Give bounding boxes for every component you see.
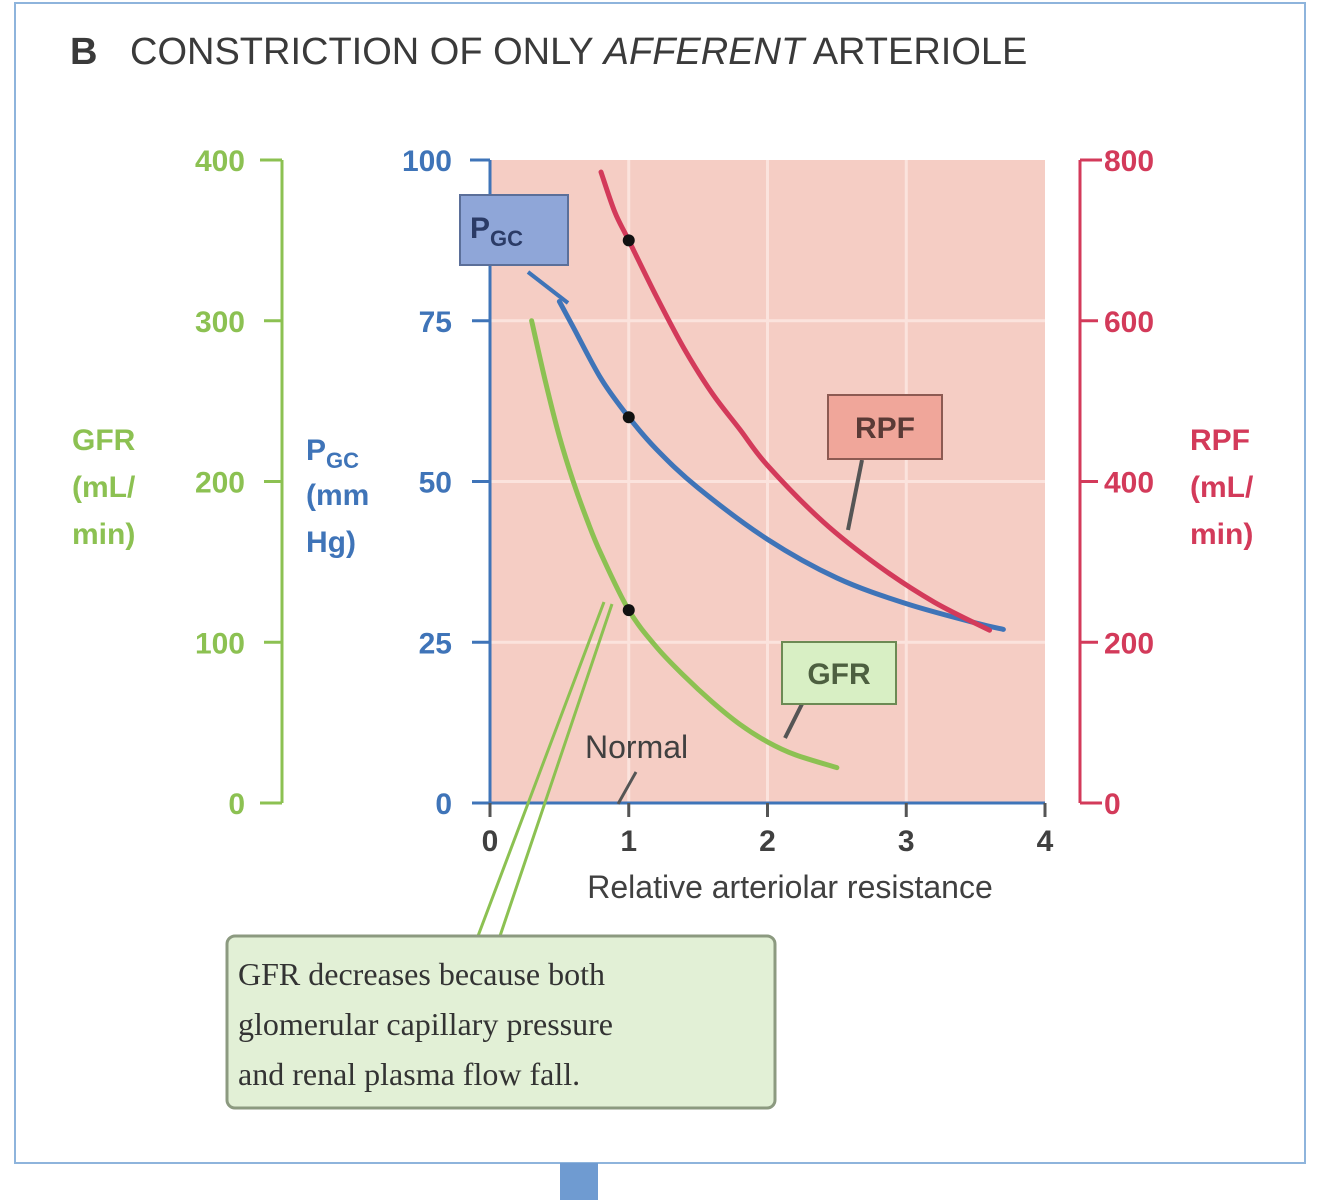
x-tick-label: 4 — [1037, 825, 1054, 858]
gfr-tick-label: 200 — [195, 467, 245, 500]
pgc-series-label-box: PGC — [459, 194, 569, 266]
leader-lines — [476, 270, 864, 937]
rpf-series-label-box: RPF — [827, 394, 943, 460]
callout-box — [225, 934, 777, 1110]
normal-point-rpf — [622, 234, 635, 247]
x-axis: 0 1 2 3 4 — [482, 801, 1054, 858]
rpf-label-box — [827, 394, 943, 460]
gfr-tick-label: 400 — [195, 145, 245, 178]
gfr-tick-label: 100 — [195, 627, 245, 660]
gfr-tick-label: 0 — [228, 788, 245, 821]
chart-title: B CONSTRICTION OF ONLY AFFERENT ARTERIOL… — [70, 31, 1027, 73]
x-tick-label: 0 — [482, 825, 499, 858]
rpf-axis-label: RPF (mL/ min) — [1190, 424, 1262, 551]
x-axis-label: Relative arteriolar resistance — [587, 869, 993, 905]
callout: GFR decreases because both glomerular ca… — [225, 934, 777, 1110]
callout-leader — [476, 601, 614, 937]
pgc-leader — [526, 270, 570, 305]
gfr-axis-label: GFR (mL/ min) — [72, 424, 144, 551]
title-suffix: ARTERIOLE — [813, 31, 1028, 73]
rpf-leader — [846, 459, 864, 531]
rpf-axis: 0 200 400 600 800 — [1078, 145, 1154, 821]
grid — [490, 160, 1045, 803]
x-tick-label: 3 — [898, 825, 915, 858]
gfr-series-label: GFR — [807, 658, 871, 691]
rpf-tick-label: 200 — [1104, 627, 1154, 660]
title-emphasis: AFFERENT — [602, 31, 807, 73]
normal-leader — [616, 771, 638, 805]
normal-point-pgc — [622, 411, 635, 424]
panel-letter: B — [70, 31, 97, 73]
title-prefix: CONSTRICTION OF ONLY — [130, 31, 604, 73]
x-tick-label: 1 — [620, 825, 637, 858]
rpf-tick-label: 600 — [1104, 306, 1154, 339]
rpf-series-label: RPF — [855, 412, 915, 445]
pgc-series-label: PGC — [470, 212, 523, 251]
gfr-tick-label: 300 — [195, 306, 245, 339]
gfr-leader — [783, 703, 804, 739]
pgc-tick-label: 75 — [419, 306, 452, 339]
pgc-tick-label: 25 — [419, 627, 452, 660]
normal-point-gfr — [622, 604, 635, 617]
rpf-tick-label: 400 — [1104, 467, 1154, 500]
normal-label: Normal — [585, 729, 688, 765]
normal-points — [622, 234, 635, 617]
rpf-tick-label: 0 — [1104, 788, 1121, 821]
pgc-tick-label: 100 — [402, 145, 452, 178]
gfr-axis: 0 100 200 300 400 — [195, 145, 284, 821]
pgc-tick-label: 50 — [419, 467, 452, 500]
pgc-label-box — [459, 194, 569, 266]
series-line-gfr — [529, 318, 840, 771]
callout-text: GFR decreases because both glomerular ca… — [238, 956, 621, 1092]
gfr-series-label-box: GFR — [781, 641, 897, 705]
pgc-axis: 0 25 50 75 100 — [402, 145, 492, 821]
gfr-label-box — [781, 641, 897, 705]
x-tick-label: 2 — [759, 825, 776, 858]
connector-tab — [560, 1163, 598, 1200]
series-line-pgc — [556, 298, 1006, 632]
pgc-tick-label: 0 — [435, 788, 452, 821]
pgc-axis-label: PGC (mm Hg) — [306, 434, 378, 559]
rpf-tick-label: 800 — [1104, 145, 1154, 178]
figure-frame — [14, 2, 1306, 1164]
